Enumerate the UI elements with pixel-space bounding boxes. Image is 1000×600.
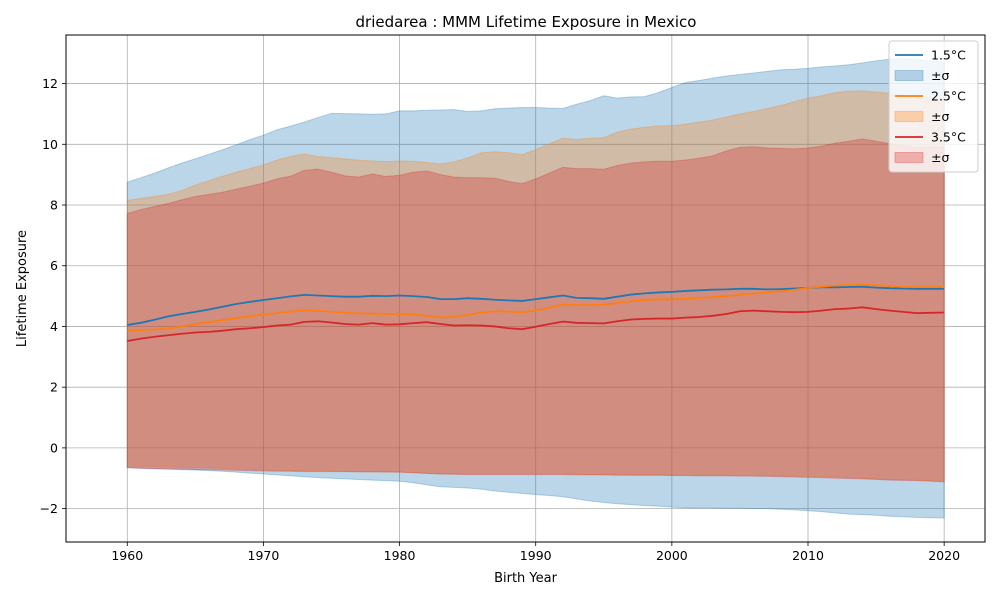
legend: 1.5°C ±σ 2.5°C ±σ 3.5°C ±σ [888,40,979,173]
x-tick-label: 2000 [656,548,688,563]
legend-label-band-2: ±σ [931,109,949,124]
x-tick-label: 1960 [111,548,143,563]
grid [66,35,985,542]
y-tick-label: 4 [50,319,58,334]
y-tick-label: 6 [50,258,58,273]
legend-band-swatch [894,111,924,122]
y-tick-label: 0 [50,440,58,455]
line-series-3 [127,306,945,342]
x-tick-label: 1980 [384,548,416,563]
legend-label-band-1: ±σ [931,68,949,83]
mean-lines [127,283,945,342]
legend-label-series-3: 3.5°C [931,130,966,145]
band-series-2 [126,90,945,482]
legend-band-swatch [894,152,924,163]
y-tick-label: 2 [50,380,58,395]
legend-frame [888,40,979,173]
legend-label-series-2: 2.5°C [931,89,966,104]
legend-band-swatch [894,70,924,81]
y-tick-label: 10 [42,137,58,152]
x-tick-label: 1990 [520,548,552,563]
x-tick-label: 1970 [248,548,280,563]
y-tick-label: 12 [42,76,58,91]
plot-area-frame [65,34,986,543]
x-axis-label: Birth Year [494,571,558,586]
sigma-bands [126,58,945,519]
legend-label-band-3: ±σ [931,150,949,165]
line-series-2 [127,283,945,332]
y-tick-label: 8 [50,198,58,213]
x-tick-label: 2010 [792,548,824,563]
y-axis-label: Lifetime Exposure [15,230,30,347]
y-tick-label: −2 [40,501,58,516]
band-series-1 [126,58,945,519]
chart-title: driedarea : MMM Lifetime Exposure in Mex… [356,13,697,31]
axis-ticks: 1960 1970 1980 1990 2000 2010 2020 −2 0 2 4 6 8 10 12 [40,76,961,563]
legend-label-series-1: 1.5°C [931,48,966,63]
x-tick-label: 2020 [928,548,960,563]
